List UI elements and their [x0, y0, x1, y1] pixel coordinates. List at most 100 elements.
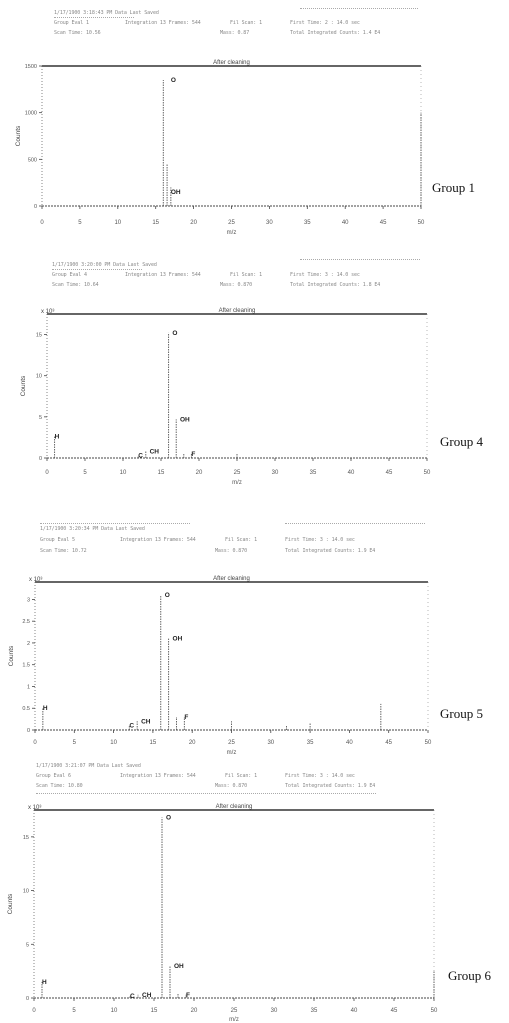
- y-axis-label: Counts: [7, 893, 14, 914]
- x-axis-label: m/z: [227, 750, 237, 756]
- x-tick-label: 45: [385, 740, 392, 746]
- header-field: Fil Scan: 1: [225, 773, 258, 779]
- header-field: Group Eval 1: [54, 20, 89, 26]
- header-title: 1/17/1900 3:21:07 PM Data Last Saved: [36, 763, 141, 769]
- peak-label: F: [191, 451, 195, 458]
- x-tick-label: 5: [73, 740, 77, 746]
- header-field: Mass: 0.870: [220, 282, 253, 288]
- x-tick-label: 15: [150, 740, 157, 746]
- x-tick-label: 20: [189, 740, 196, 746]
- header-rule: [40, 523, 190, 524]
- x-tick-label: 0: [33, 740, 37, 746]
- y-tick-label: 1000: [25, 111, 37, 117]
- x-tick-label: 50: [418, 220, 425, 226]
- y-tick-label: 0.5: [22, 706, 30, 712]
- y-tick-label: 500: [28, 157, 37, 163]
- header-field: Integration 13 Frames: 544: [120, 773, 196, 779]
- y-axis-label: Counts: [8, 645, 15, 666]
- x-tick-label: 0: [32, 1008, 36, 1014]
- y-tick-label: 1500: [25, 64, 37, 70]
- peak-label: O: [165, 592, 170, 599]
- header-field: Scan Time: 10.72: [40, 548, 87, 554]
- header-field: Mass: 0.87: [220, 30, 250, 36]
- header-field: Fil Scan: 1: [230, 20, 263, 26]
- x-tick-label: 35: [311, 1008, 318, 1014]
- header-rule: [300, 8, 418, 9]
- peak-label: H: [55, 434, 60, 441]
- header-title: 1/17/1900 3:20:34 PM Data Last Saved: [40, 526, 145, 532]
- peak-label: O: [166, 815, 171, 822]
- spectrum-chart: After cleaning x 10³ 0 0.5 1 1.5 2 2.5 3 Counts 0 5…: [8, 576, 432, 756]
- y-axis-label: Counts: [20, 375, 27, 396]
- header-rule: [285, 523, 425, 524]
- spectrum-chart: After cleaning x 10³ 0 5 10 15 Counts 0 5 10 15 20 2…: [7, 804, 438, 1023]
- x-tick-label: 10: [111, 1008, 118, 1014]
- y-scale-label: x 10³: [28, 805, 41, 811]
- peak-label: C: [138, 453, 143, 460]
- chart-title: After cleaning: [219, 308, 256, 314]
- x-axis-label: m/z: [232, 480, 242, 486]
- x-tick-label: 10: [114, 220, 121, 226]
- x-tick-label: 0: [40, 220, 44, 226]
- x-axis-label: m/z: [229, 1017, 239, 1023]
- header-field: Group Eval 6: [36, 773, 71, 779]
- x-tick-label: 30: [267, 740, 274, 746]
- x-tick-label: 0: [45, 470, 49, 476]
- x-tick-label: 5: [83, 470, 87, 476]
- spectrum-chart: After cleaning 0 500 1000 1500 Counts 0 5 10 15 20…: [15, 60, 425, 236]
- y-tick-label: 3: [27, 597, 30, 603]
- peak-label: CH: [142, 992, 152, 999]
- header-field: First Time: 2 : 14.0 sec: [290, 20, 360, 26]
- peak-label: OH: [174, 963, 184, 970]
- x-tick-label: 35: [304, 220, 311, 226]
- header-field: Group Eval 4: [52, 272, 87, 278]
- y-tick-label: 1: [27, 684, 30, 690]
- y-scale-label: x 10³: [29, 577, 42, 583]
- x-tick-label: 45: [380, 220, 387, 226]
- peak-label: O: [172, 330, 177, 337]
- header-rule: [36, 793, 376, 794]
- x-tick-label: 25: [228, 740, 235, 746]
- header-field: Integration 13 Frames: 544: [120, 537, 196, 543]
- header-field: Scan Time: 10.56: [54, 30, 101, 36]
- peak-label: CH: [141, 718, 151, 725]
- group-label: Group 5: [440, 706, 483, 721]
- x-tick-label: 25: [228, 220, 235, 226]
- y-tick-label: 5: [39, 415, 42, 421]
- y-tick-label: 10: [23, 889, 29, 895]
- group-label: Group 6: [448, 968, 491, 983]
- x-tick-label: 20: [191, 1008, 198, 1014]
- header-field: First Time: 3 : 14.0 sec: [285, 537, 355, 543]
- peak-label: F: [186, 992, 190, 999]
- y-tick-label: 2: [27, 641, 30, 647]
- x-tick-label: 50: [424, 470, 431, 476]
- y-tick-label: 10: [36, 374, 42, 380]
- x-tick-label: 40: [351, 1008, 358, 1014]
- x-tick-label: 40: [348, 470, 355, 476]
- chart-title: After cleaning: [213, 60, 250, 66]
- x-tick-label: 10: [120, 470, 127, 476]
- spectrum-chart: After cleaning x 10³ 0 5 10 15 Counts 0 5 10 15 20 2…: [20, 308, 431, 486]
- x-tick-label: 30: [266, 220, 273, 226]
- x-tick-label: 5: [78, 220, 82, 226]
- header-field: Fil Scan: 1: [225, 537, 258, 543]
- header-field: Total Integrated Counts: 1.9 E4: [285, 548, 376, 554]
- x-tick-label: 20: [196, 470, 203, 476]
- group-label: Group 1: [432, 180, 475, 195]
- x-tick-label: 15: [151, 1008, 158, 1014]
- header-field: Total Integrated Counts: 1.8 E4: [290, 282, 381, 288]
- x-tick-label: 30: [272, 470, 279, 476]
- header-title: 1/17/1900 3:20:00 PM Data Last Saved: [52, 262, 157, 268]
- x-tick-label: 40: [346, 740, 353, 746]
- y-tick-label: 15: [36, 333, 42, 339]
- header-field: Total Integrated Counts: 1.9 E4: [285, 783, 376, 789]
- y-tick-label: 5: [26, 942, 29, 948]
- peak-label: C: [130, 993, 135, 1000]
- header-field: Integration 13 Frames: 544: [125, 20, 201, 26]
- x-tick-label: 25: [231, 1008, 238, 1014]
- chart-title: After cleaning: [213, 576, 250, 582]
- x-tick-label: 45: [391, 1008, 398, 1014]
- y-axis-label: Counts: [15, 125, 22, 146]
- x-tick-label: 5: [72, 1008, 76, 1014]
- x-tick-label: 30: [271, 1008, 278, 1014]
